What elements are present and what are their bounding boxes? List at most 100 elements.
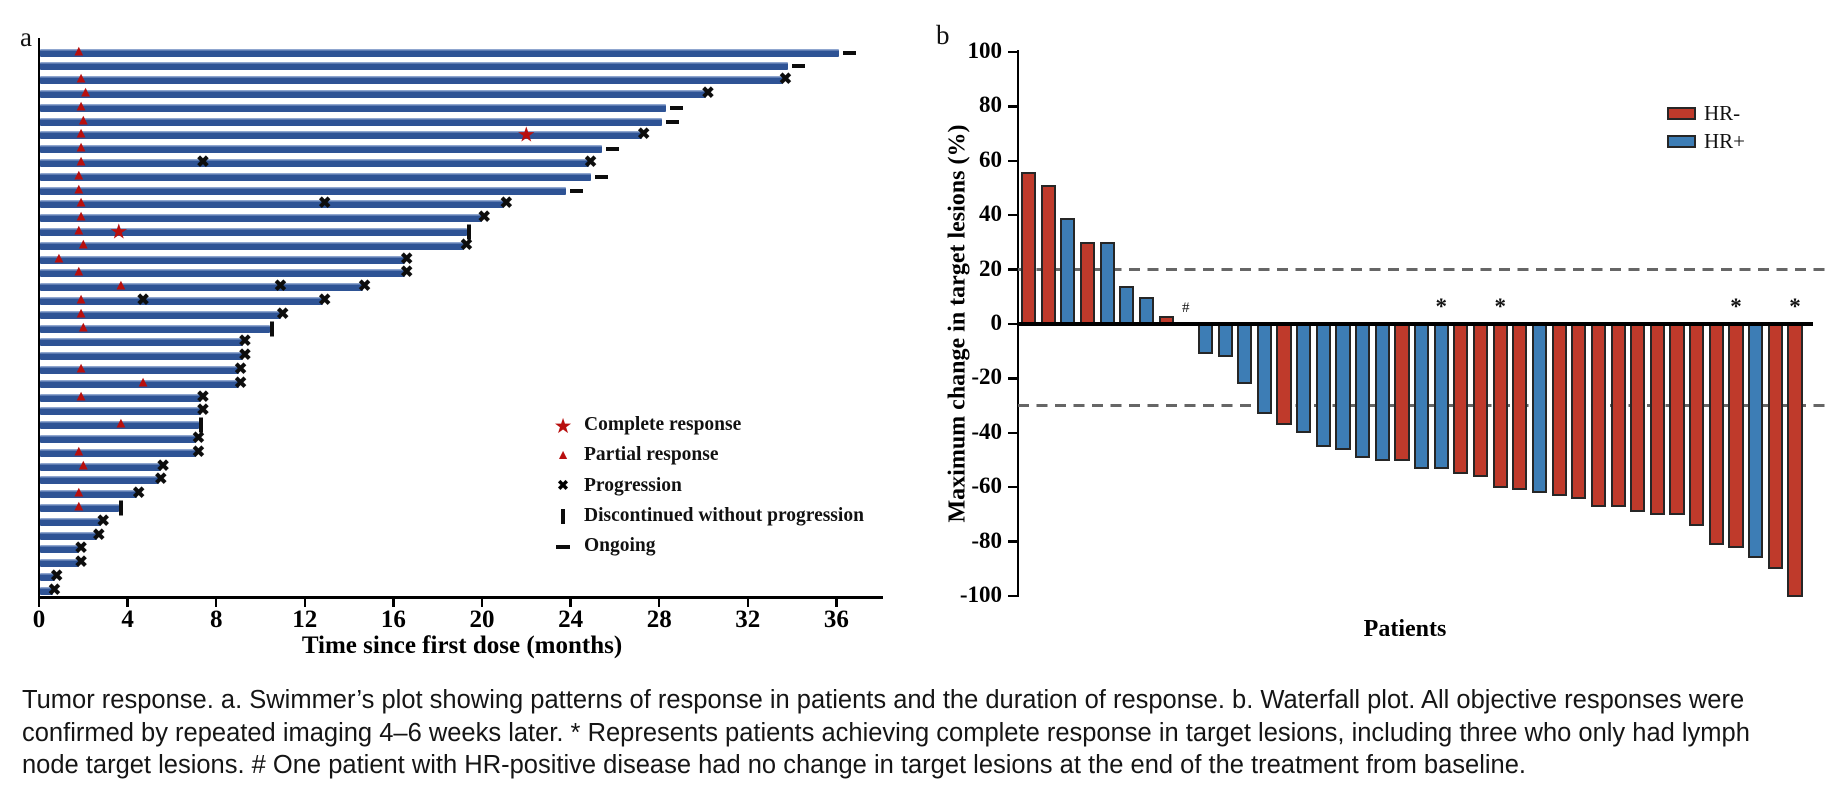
- partial-response-triangle-marker: ▲: [73, 360, 89, 377]
- swimmer-bar: [40, 324, 270, 333]
- swimmer-bar: [40, 365, 239, 374]
- progression-x-marker: ✖: [701, 84, 715, 102]
- swimmer-bar: [40, 48, 839, 57]
- swimmer-bar: [40, 269, 405, 278]
- swimmer-bar: [40, 531, 97, 540]
- waterfall-bar: [1590, 323, 1607, 507]
- swimmer-bar: [40, 503, 119, 512]
- x-tick-label: 0: [32, 606, 46, 633]
- progression-x-marker: ✖: [47, 581, 62, 599]
- progression-x-marker: ✖: [191, 443, 206, 461]
- progression-x-marker: ✖: [499, 195, 514, 213]
- progression-x-marker: ✖: [318, 195, 332, 213]
- progression-x-marker: ✖: [583, 153, 598, 171]
- partial-response-triangle-marker: ▲: [71, 443, 87, 460]
- waterfall-bar: [1296, 323, 1312, 434]
- progression-x-marker: ✖: [477, 209, 491, 227]
- y-axis-tick: [1008, 105, 1017, 108]
- complete-response-asterisk: *: [1435, 294, 1448, 319]
- figure-caption: Tumor response. a. Swimmer’s plot showin…: [22, 684, 1750, 782]
- progression-x-marker: ✖: [74, 554, 88, 572]
- swimmer-bar: [40, 310, 281, 319]
- partial-response-triangle-marker: ▲: [71, 43, 87, 59]
- waterfall-bar: [1099, 242, 1115, 325]
- legend-item-label: HR-: [1704, 101, 1741, 125]
- legend-swatch-hr-negative: [1667, 107, 1696, 120]
- progression-x-marker: ✖: [459, 236, 474, 254]
- partial-response-triangle-marker: ▲: [73, 153, 89, 170]
- waterfall-bar: [1256, 323, 1272, 415]
- x-axis-tick: [215, 598, 218, 607]
- waterfall-bar: [1708, 323, 1724, 545]
- progression-x-marker: ✖: [233, 360, 248, 378]
- legend-item-label: HR+: [1704, 128, 1746, 153]
- caption-line: Tumor response. a. Swimmer’s plot showin…: [22, 686, 1745, 714]
- partial-response-triangle-marker: ▲: [135, 374, 151, 391]
- complete-response-asterisk: *: [1494, 294, 1506, 319]
- y-tick-label: 20: [979, 255, 1002, 281]
- caption-line: node target lesions. # One patient with …: [22, 751, 1526, 779]
- progression-x-marker: ✖: [636, 126, 651, 144]
- progression-x-marker: ✖: [273, 278, 288, 296]
- y-axis-tick: [1008, 486, 1017, 489]
- swimmer-bar: [40, 448, 197, 457]
- complete-response-asterisk: *: [1730, 294, 1742, 319]
- x-tick-label: 4: [121, 606, 134, 633]
- y-tick-label: -20: [971, 364, 1002, 390]
- waterfall-bar: [1079, 242, 1096, 325]
- y-axis-tick: [1008, 50, 1017, 54]
- ongoing-dash-marker: [791, 64, 805, 69]
- panel-b-label: b: [936, 20, 950, 50]
- complete-response-asterisk: *: [1789, 294, 1801, 319]
- waterfall-bar: [1335, 323, 1351, 450]
- progression-x-marker: ✖: [96, 512, 110, 530]
- vbar-glyph: [561, 509, 565, 525]
- swimmer-bar: [40, 476, 159, 485]
- partial-response-triangle-marker: ▲: [73, 305, 89, 322]
- partial-response-triangle-marker: ▲: [78, 84, 93, 101]
- legend-item-label: Complete response: [584, 414, 742, 435]
- swimmer-legend: ★ Complete response ▲ Partial response ✖ Prog…: [0, 0, 920, 670]
- partial-response-triangle-marker: ▲: [51, 250, 67, 266]
- swimmer-bar: [40, 434, 197, 443]
- waterfall-bar: [1787, 323, 1803, 597]
- swimmer-bar: [40, 296, 323, 305]
- waterfall-bar: [1689, 323, 1705, 526]
- progression-x-marker: ✖: [92, 526, 106, 544]
- waterfall-bar: [1492, 323, 1508, 488]
- y-tick-label: -60: [971, 473, 1002, 499]
- waterfall-bar: [1315, 323, 1331, 447]
- waterfall-bar: [1551, 323, 1567, 496]
- partial-response-triangle-marker: ▲: [71, 498, 87, 515]
- swimmer-bar: [40, 517, 102, 526]
- x-axis-tick: [303, 598, 306, 607]
- swimmer-bar: [40, 103, 667, 112]
- waterfall-bar: [1630, 323, 1646, 513]
- swimmer-bar: [40, 283, 363, 292]
- partial-response-triangle-marker: ▲: [75, 112, 91, 128]
- partial-response-triangle-marker: ▲: [73, 70, 89, 87]
- partial-response-triangle-marker: ▲: [73, 139, 89, 156]
- waterfall-bar: [1531, 323, 1548, 494]
- progression-x-marker: ✖: [778, 71, 793, 89]
- ongoing-dash-marker: [605, 147, 619, 152]
- swimmer-bar: [40, 559, 80, 568]
- progression-x-marker: ✖: [154, 471, 168, 489]
- ongoing-dash-marker: [594, 174, 608, 179]
- swimmer-bar: [40, 352, 243, 361]
- waterfall-bar: [1040, 185, 1056, 325]
- progression-x-marker: ✖: [74, 540, 88, 558]
- progression-x-marker: ✖: [196, 402, 210, 420]
- progression-x-marker: ✖: [233, 374, 248, 392]
- progression-x-marker: ✖: [275, 305, 290, 323]
- y-axis-tick: [1008, 214, 1017, 217]
- y-axis-tick: [1008, 431, 1017, 434]
- partial-response-triangle-marker: ▲: [73, 388, 89, 404]
- progression-x-marker: ✖: [191, 429, 206, 447]
- waterfall-bar: [1374, 323, 1390, 461]
- legend-item-label: Progression: [584, 474, 682, 496]
- partial-response-triangle-marker: ▲: [73, 194, 89, 211]
- dash-icon: [548, 536, 578, 558]
- partial-response-triangle-marker: ▲: [73, 125, 89, 142]
- progression-x-marker: ✖: [238, 347, 252, 365]
